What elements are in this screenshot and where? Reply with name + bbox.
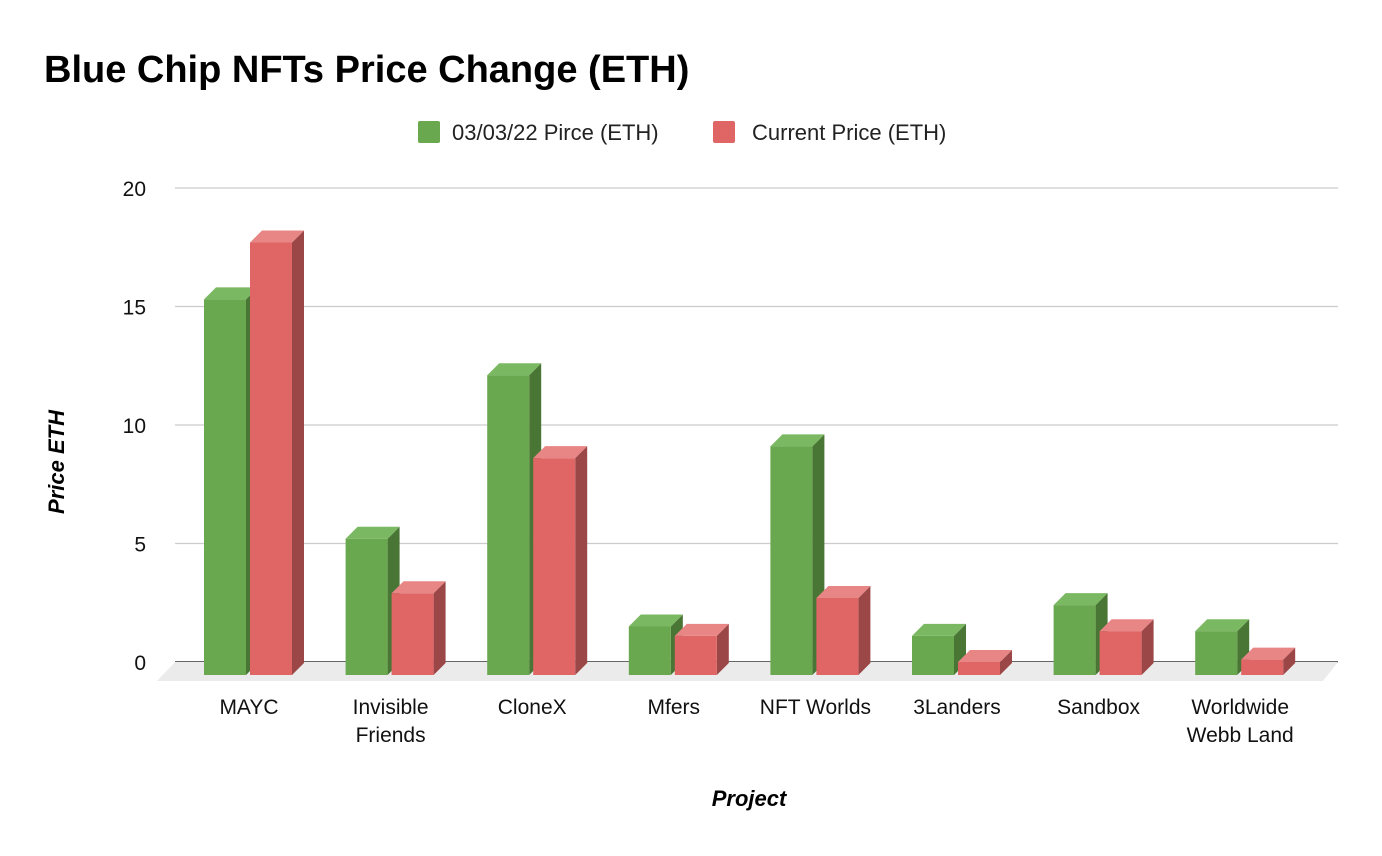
legend: 03/03/22 Pirce (ETH) Current Price (ETH) xyxy=(418,120,946,145)
bar-1-8 xyxy=(1195,619,1250,675)
floor-plane xyxy=(157,662,1338,681)
bar-top xyxy=(1195,619,1250,632)
bar-2-4 xyxy=(674,623,729,675)
chart-title: Blue Chip NFTs Price Change (ETH) xyxy=(44,49,689,91)
bar-top xyxy=(391,581,446,594)
x-axis-categories: MAYC Invisible Friends CloneX Mfers NFT World… xyxy=(219,696,1293,747)
category-label: Friends xyxy=(356,724,426,747)
bar-front xyxy=(958,662,1000,675)
bar-top xyxy=(958,650,1012,662)
bar-1-5 xyxy=(770,434,825,675)
bar-2-2 xyxy=(391,581,446,675)
category-label: Mfers xyxy=(648,696,701,719)
bar-top xyxy=(1241,647,1296,660)
category-label: Invisible xyxy=(353,696,429,719)
bar-side xyxy=(1000,650,1012,675)
bar-front xyxy=(204,299,246,675)
bar-1-6 xyxy=(912,623,966,675)
bar-side xyxy=(1283,647,1296,675)
bar-front xyxy=(391,593,434,675)
bar-top xyxy=(487,363,542,376)
y-tick-label: 15 xyxy=(123,297,146,320)
bar-front xyxy=(1241,659,1284,675)
bar-side xyxy=(292,230,304,675)
category-label: MAYC xyxy=(219,696,278,719)
bar-top xyxy=(1053,593,1108,606)
bar-front xyxy=(487,375,530,675)
bar-2-3 xyxy=(533,446,588,675)
bar-front xyxy=(1053,605,1096,675)
bar-1-4 xyxy=(628,614,683,675)
y-tick-label: 0 xyxy=(134,652,146,675)
y-axis-ticks: 0 5 10 15 20 xyxy=(123,178,146,675)
bar-side xyxy=(1141,619,1154,675)
legend-label-series-2: Current Price (ETH) xyxy=(752,120,946,145)
bar-side xyxy=(575,446,588,675)
bar-front xyxy=(1099,631,1142,675)
bar-2-6 xyxy=(958,650,1012,675)
bar-1-2 xyxy=(345,526,400,675)
bar-1-3 xyxy=(487,363,542,675)
bar-front xyxy=(912,635,954,675)
category-label: Sandbox xyxy=(1057,696,1140,719)
category-label: Worldwide xyxy=(1191,696,1289,719)
y-tick-label: 10 xyxy=(123,415,146,438)
bar-2-1 xyxy=(250,230,304,675)
bar-front xyxy=(674,635,717,675)
bar-2-8 xyxy=(1241,647,1296,675)
bar-top xyxy=(674,623,729,636)
bar-top xyxy=(912,623,966,636)
category-label: Webb Land xyxy=(1187,724,1294,747)
bar-2-7 xyxy=(1099,619,1154,675)
category-label: NFT Worlds xyxy=(760,696,871,719)
legend-label-series-1: 03/03/22 Pirce (ETH) xyxy=(452,120,659,145)
bar-front xyxy=(345,538,388,675)
bar-top xyxy=(533,446,588,459)
bar-side xyxy=(858,586,871,675)
bars xyxy=(204,230,1296,675)
x-axis-title: Project xyxy=(712,786,788,811)
bar-front xyxy=(1195,631,1238,675)
bar-top xyxy=(770,434,825,447)
bar-front xyxy=(250,242,292,675)
y-axis-title: Price ETH xyxy=(44,409,69,514)
bar-side xyxy=(716,623,729,675)
bar-top xyxy=(250,230,304,243)
bar-front xyxy=(816,598,859,675)
bar-2-5 xyxy=(816,586,871,675)
legend-swatch-series-1 xyxy=(418,121,440,143)
legend-swatch-series-2 xyxy=(713,121,735,143)
bar-front xyxy=(770,446,813,675)
bar-top xyxy=(204,287,258,300)
y-tick-label: 20 xyxy=(123,178,146,201)
bar-top xyxy=(1099,619,1154,632)
bar-front xyxy=(628,626,671,675)
category-label: CloneX xyxy=(498,696,567,719)
bar-top xyxy=(816,586,871,599)
bar-front xyxy=(533,458,576,675)
bar-top xyxy=(345,526,400,539)
bar-1-1 xyxy=(204,287,258,675)
bar-1-7 xyxy=(1053,593,1108,675)
y-tick-label: 5 xyxy=(134,534,146,557)
bar-top xyxy=(628,614,683,627)
floor xyxy=(157,662,1338,681)
bar-side xyxy=(433,581,446,675)
category-label: 3Landers xyxy=(913,696,1001,719)
